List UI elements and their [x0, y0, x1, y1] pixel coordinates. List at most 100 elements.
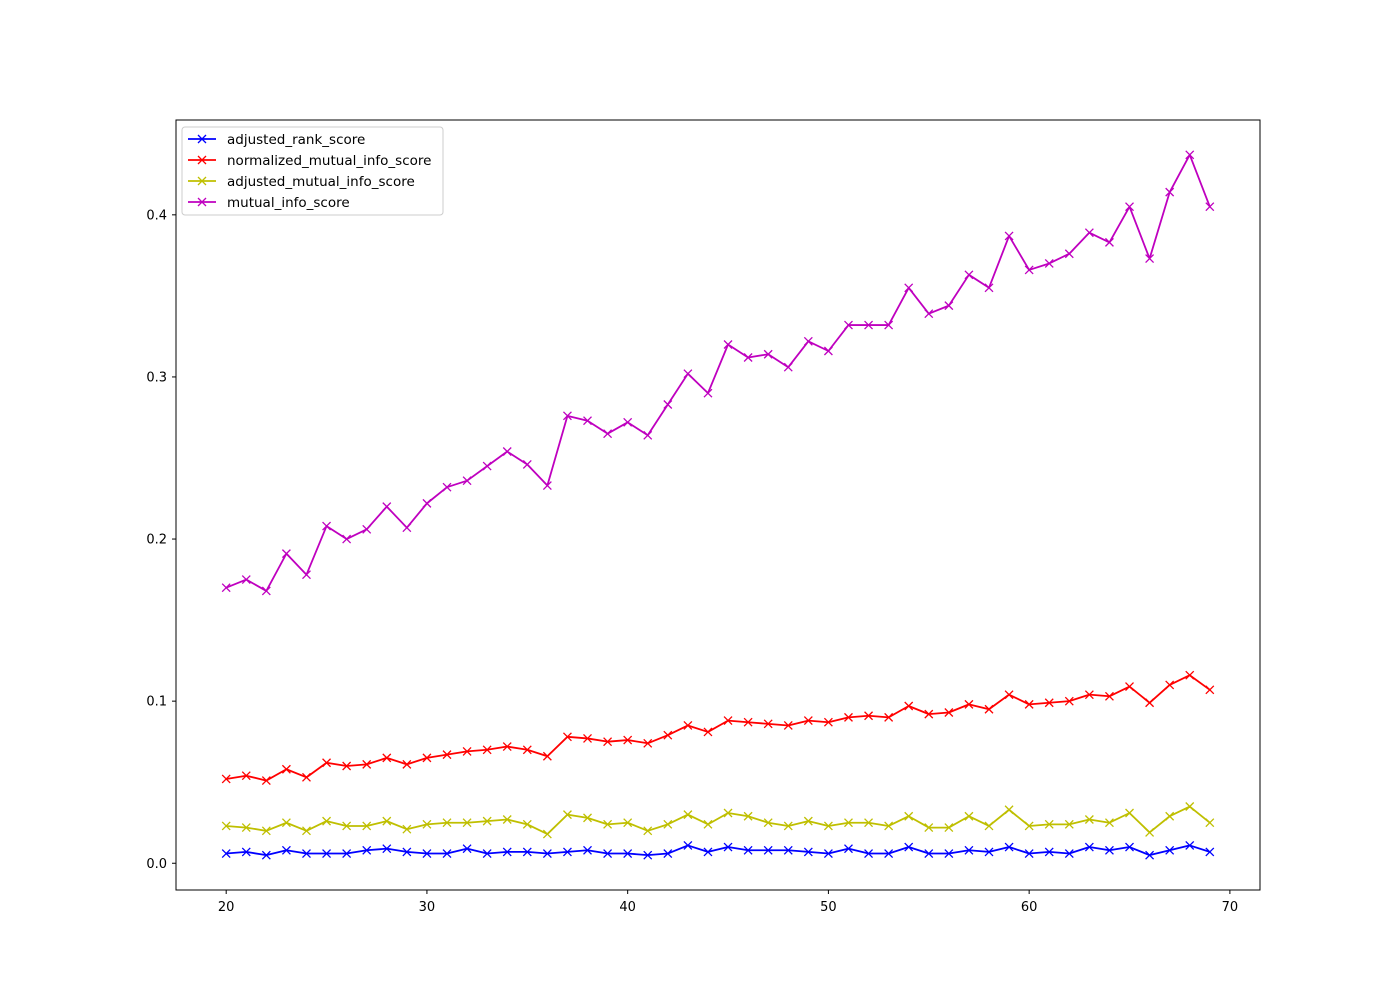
data-point-marker [1044, 259, 1054, 268]
data-point-marker [683, 721, 693, 730]
data-point-marker [462, 844, 472, 854]
data-point-marker [984, 704, 994, 714]
series-line-adjusted_rank_score [226, 844, 1211, 857]
y-tick-label: 0.3 [146, 370, 167, 385]
data-point-marker [502, 742, 512, 751]
data-point-marker [422, 753, 432, 763]
data-point-marker [302, 772, 311, 782]
data-point-marker [342, 821, 352, 831]
data-point-marker [844, 844, 853, 854]
legend-marker [197, 134, 207, 144]
data-point-marker [382, 844, 392, 854]
legend-item: adjusted_mutual_info_score [188, 174, 415, 190]
data-point-marker [643, 738, 653, 748]
data-point-marker [683, 810, 693, 820]
data-point-marker [763, 719, 773, 729]
data-point-marker [302, 570, 311, 580]
y-tick-label: 0.2 [146, 533, 167, 548]
x-tick-label: 60 [1021, 900, 1038, 915]
data-point-marker [1145, 254, 1155, 264]
data-point-marker [402, 847, 412, 857]
data-point-marker [542, 751, 552, 761]
data-point-marker [502, 847, 512, 857]
data-point-marker [643, 430, 653, 440]
data-point-marker [844, 712, 853, 722]
data-point-marker [542, 829, 552, 839]
x-tick-label: 70 [1222, 900, 1239, 915]
data-point-marker [362, 845, 372, 855]
data-point-marker [783, 845, 793, 855]
data-point-marker [703, 727, 713, 737]
legend-marker [197, 155, 207, 165]
data-point-marker [1104, 818, 1114, 828]
data-point-marker [502, 815, 512, 824]
data-point-marker [743, 811, 753, 821]
data-point-marker [864, 849, 874, 858]
data-point-marker [1165, 680, 1175, 690]
data-point-marker [823, 821, 833, 831]
data-point-marker [302, 826, 311, 836]
data-point-marker [302, 849, 311, 858]
data-point-marker [603, 819, 613, 829]
data-point-marker [1185, 150, 1195, 160]
data-point-marker [1205, 847, 1215, 857]
data-point-marker [502, 447, 512, 456]
data-point-marker [322, 849, 332, 858]
data-point-marker [884, 849, 894, 858]
legend: adjusted_rank_score normalized_mutual_inf… [181, 126, 444, 216]
data-point-marker [743, 353, 753, 362]
data-point-marker [1064, 819, 1074, 829]
data-point-marker [763, 349, 773, 359]
data-point-marker [1044, 847, 1054, 857]
data-point-marker [1205, 202, 1215, 212]
data-point-marker [583, 733, 592, 743]
data-point-marker [261, 826, 271, 836]
data-point-marker [1064, 249, 1074, 259]
data-point-marker [663, 819, 673, 829]
series-line-normalized_mutual_info_score [226, 674, 1211, 782]
x-tick-label: 40 [619, 900, 636, 915]
data-point-marker [743, 717, 753, 727]
data-point-marker [1185, 670, 1195, 680]
data-point-marker [703, 847, 713, 857]
data-point-marker [1125, 808, 1134, 818]
data-point-marker [322, 816, 332, 826]
data-point-marker [944, 708, 954, 717]
data-point-marker [924, 823, 934, 833]
data-point-marker [864, 711, 874, 721]
series-normalized_mutual_info_score [221, 670, 1215, 786]
data-point-marker [1064, 696, 1074, 706]
x-tick-label: 50 [820, 900, 837, 915]
data-point-marker [803, 336, 813, 346]
data-point-marker [1145, 850, 1155, 860]
data-point-marker [1004, 231, 1014, 241]
y-tick-label: 0.0 [146, 857, 167, 872]
data-point-marker [964, 845, 974, 855]
data-point-marker [623, 849, 633, 858]
data-point-marker [241, 823, 251, 833]
y-tick-label: 0.1 [146, 695, 167, 710]
data-point-marker [783, 821, 793, 831]
data-point-marker [542, 849, 552, 858]
data-point-marker [1145, 827, 1155, 837]
data-point-marker [522, 745, 532, 755]
series-line-adjusted_mutual_info_score [226, 805, 1211, 835]
data-point-marker [1084, 815, 1094, 824]
data-point-marker [221, 849, 231, 858]
data-point-marker [723, 716, 733, 726]
data-point-marker [482, 849, 492, 858]
data-point-marker [964, 270, 974, 280]
data-point-marker [844, 320, 853, 330]
data-point-marker [783, 362, 793, 372]
legend-label: adjusted_rank_score [227, 132, 365, 148]
data-point-marker [342, 849, 352, 858]
data-point-marker [623, 417, 633, 427]
data-point-marker [583, 845, 592, 855]
data-point-marker [1004, 842, 1014, 852]
data-point-marker [643, 826, 653, 836]
data-point-marker [1205, 685, 1215, 695]
data-point-marker [362, 524, 372, 534]
data-point-marker [1125, 842, 1134, 852]
data-point-marker [904, 811, 914, 821]
plot-series [221, 150, 1215, 860]
